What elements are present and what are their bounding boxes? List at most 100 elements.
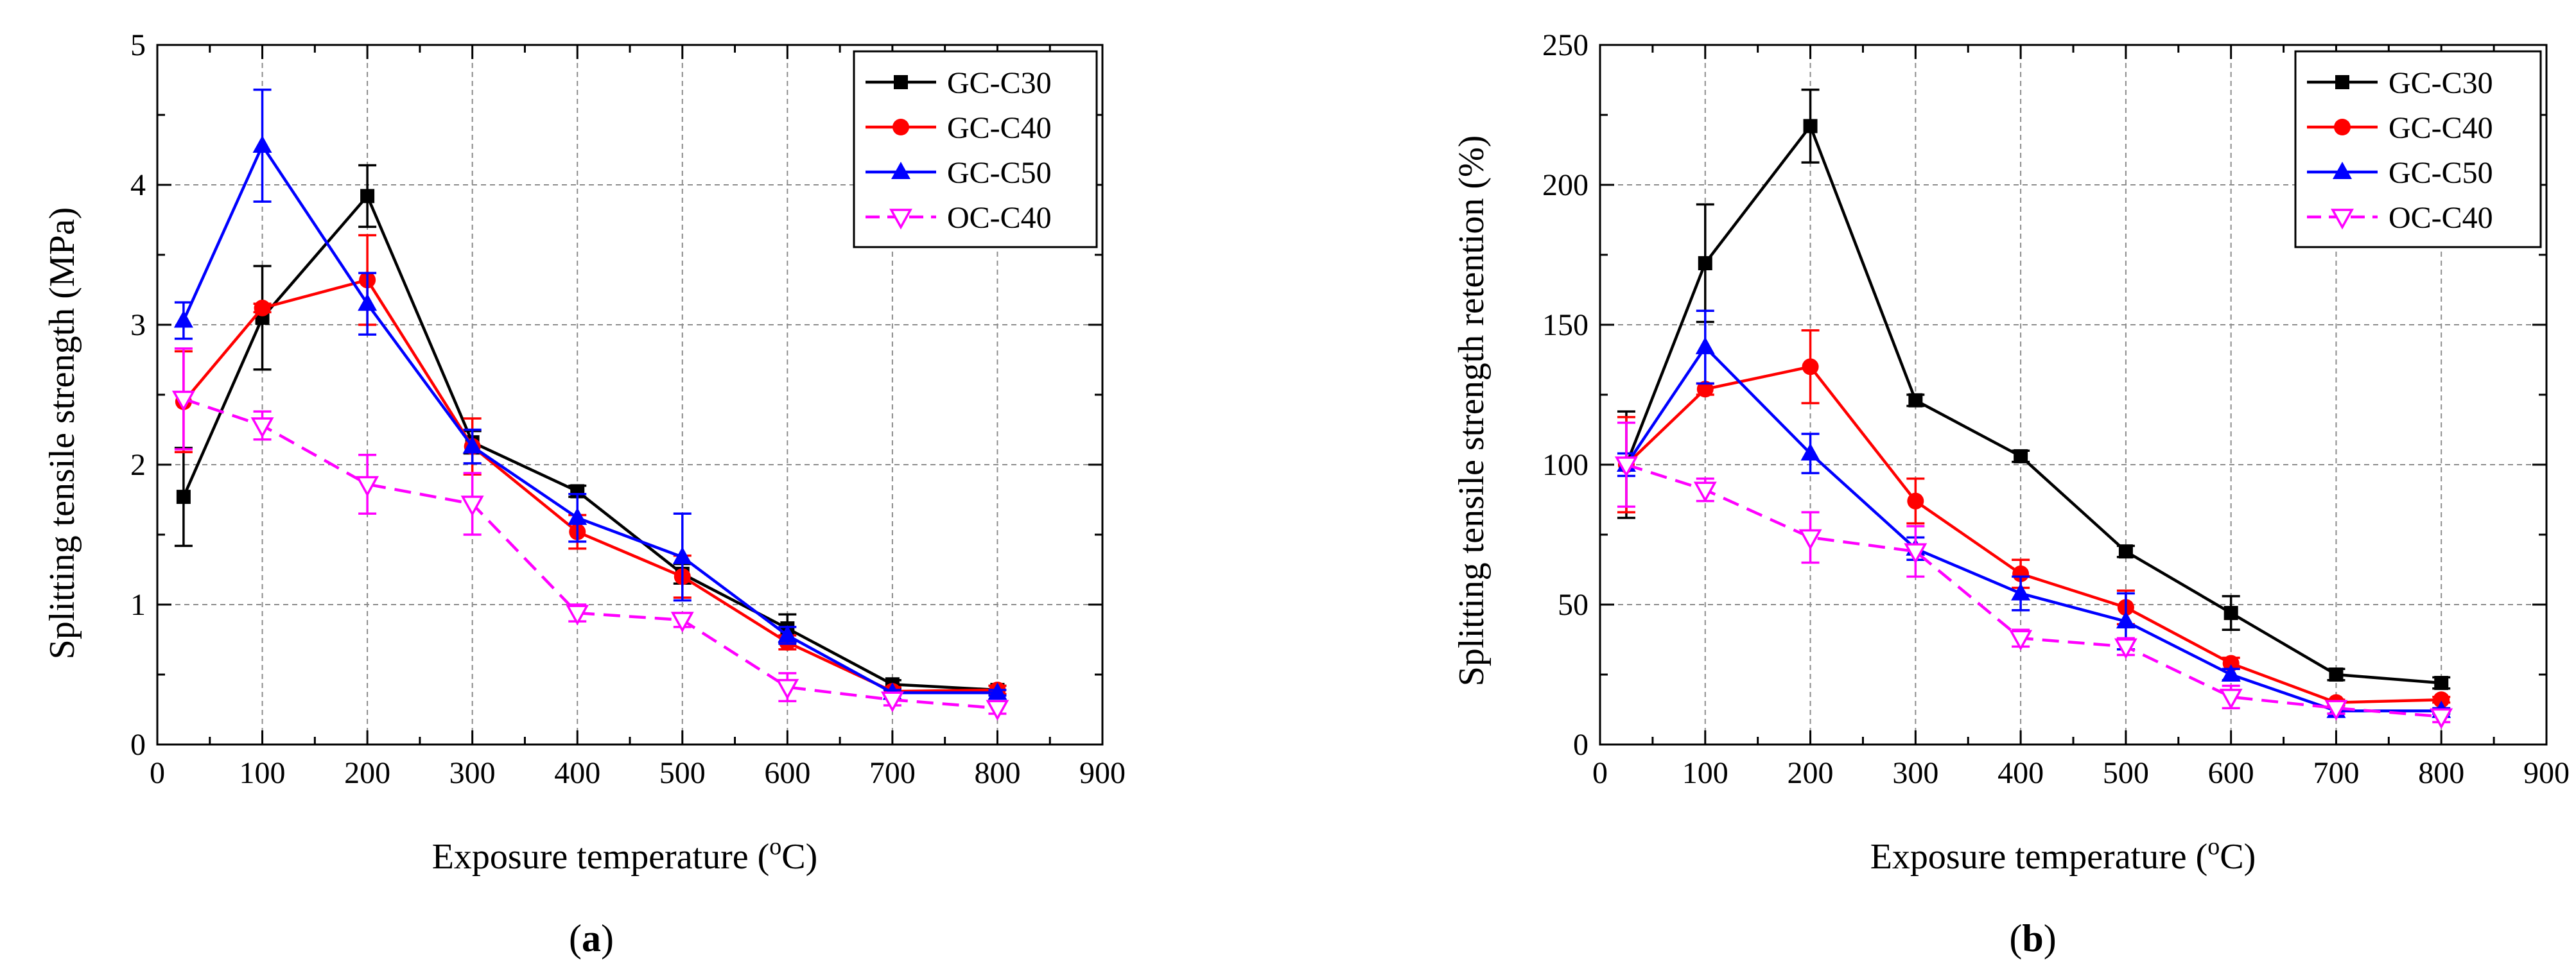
panel-b-label: (b) [2009,917,2056,960]
panel-b-y-tick-label-3: 150 [1542,308,1588,342]
panel-a-data-point-gc-c50-6 [778,624,797,642]
panel-b-x-axis-title-main: Exposure temperature ( [1870,837,2208,877]
panel-b-x-tick-label-5: 500 [2103,756,2149,790]
panel-a-series-gc-c50 [173,89,1007,700]
panel-b-legend-marker-gc-c50 [2333,162,2352,179]
panel-a-x-tick-label-8: 800 [974,756,1020,790]
panel-b-x-tick-label-9: 900 [2523,756,2570,790]
panel-a-y-tick-label-0: 0 [130,728,146,762]
panel-a-legend-marker-oc-c40 [889,209,912,230]
panel-a-data-point-gc-c50-4 [568,507,587,525]
panel-b-series [1614,89,2453,730]
panel-a-legend-label-gc-c30: GC-C30 [947,66,1052,100]
panel-a-data-point-gc-c50-8 [988,682,1007,700]
panel-a-series-line-gc-c40 [182,278,998,693]
panel-b-x-tick-label-7: 700 [2313,756,2359,790]
panel-b-y-tick-label-1: 50 [1558,588,1588,622]
panel-b-y-tick-label-0: 0 [1573,728,1588,762]
panel-a-data-point-gc-c50-2 [358,293,378,311]
panel-a-x-tick-label-4: 400 [554,756,600,790]
panel-a-legend-marker-gc-c50 [891,162,910,179]
panel-b-grid [1600,45,2546,745]
panel-a-data-point-oc-c40-8 [986,700,1009,721]
panel-a-data-point-gc-c50-3 [462,436,482,454]
panel-a-x-axis-title-end: C) [781,837,817,877]
panel-b-data-point-gc-c40-4 [2012,565,2030,583]
panel-b-data-point-gc-c40-8 [2433,691,2450,709]
panel-a-x-tick-label-3: 300 [449,756,496,790]
panel-a-legend-label-gc-c40: GC-C40 [947,111,1052,145]
panel-b-data-point-gc-c50-5 [2116,611,2136,629]
panel-b-x-axis-title: Exposure temperature (oC) [1870,833,2256,877]
panel-b-legend-label-gc-c50: GC-C50 [2389,156,2493,190]
panel-a-x-axis-title: Exposure temperature (oC) [432,833,818,877]
panel-b-y-tick-label-5: 250 [1542,28,1588,62]
panel-b-data-point-oc-c40-4 [2009,630,2033,651]
panel-a-x-axis-title-main: Exposure temperature ( [432,837,770,877]
panel-a-chart: 0 100 200 300 400 500 600 700 800 900 0 1 2 3 4 5 GC-C3… [42,28,1126,960]
panel-a-series-line-oc-c40 [183,397,998,710]
panel-b-data-point-gc-c40-6 [2222,655,2240,672]
panel-a-y-tick-label-4: 4 [130,168,146,202]
panel-b-x-tick-label-8: 800 [2418,756,2464,790]
panel-a-x-tick-label-9: 900 [1079,756,1126,790]
panel-b-data-point-oc-c40-8 [2430,708,2453,730]
panel-b-data-point-gc-c40-1 [1696,381,1714,398]
panel-a-series-gc-c40 [174,234,1007,700]
panel-b-x-tick-label-0: 0 [1592,756,1608,790]
panel-b-data-point-oc-c40-6 [2219,689,2243,710]
panel-b-series-line-gc-c40 [1625,365,2442,704]
panel-b-series-line-gc-c50 [1625,345,2442,712]
panel-b-data-point-oc-c40-5 [2114,638,2137,660]
panel-a-label: (a) [569,917,614,960]
panel-a-y-tick-label-1: 1 [130,588,146,622]
panel-b-data-point-oc-c40-7 [2324,700,2348,721]
panel-b-data-point-gc-c50-1 [1695,336,1715,354]
panel-a-data-point-oc-c40-6 [776,678,799,700]
panel-a-x-tick-label-0: 0 [150,756,165,790]
panel-b-data-point-gc-c30-5 [2118,544,2133,559]
panel-a-data-point-oc-c40-1 [250,417,274,438]
panel-b-data-point-gc-c30-4 [2014,449,2028,463]
panel-b-data-point-gc-c30-1 [1698,256,1712,271]
panel-b-label-open: ( [2009,917,2022,960]
panel-b-data-point-oc-c40-1 [1693,481,1717,503]
panel-b-x-tick-label-3: 300 [1892,756,1938,790]
panel-b-series-gc-c50 [1616,309,2451,718]
panel-a-grid [157,45,1102,745]
panel-a-y-tick-label-5: 5 [130,28,146,62]
panel-b-x-axis-title-sup: o [2207,833,2220,860]
panel-a-series-oc-c40 [171,347,1009,721]
panel-b-data-point-gc-c30-6 [2224,606,2238,621]
panel-a-data-point-gc-c50-1 [252,135,272,153]
panel-b-series-gc-c30 [1617,89,2451,691]
panel-a-x-axis-title-sup: o [769,833,781,860]
panel-a-data-point-oc-c40-5 [670,612,694,633]
panel-b-x-tick-label-6: 600 [2208,756,2254,790]
panel-b-y-tick-label-4: 200 [1542,168,1588,202]
panel-a-data-point-oc-c40-2 [356,476,379,497]
panel-a-x-tick-label-5: 500 [659,756,706,790]
panel-b-data-point-gc-c30-3 [1908,393,1923,408]
panel-a-legend-label-oc-c40: OC-C40 [947,201,1052,235]
panel-a-legend-label-gc-c50: GC-C50 [947,156,1052,190]
panel-a-ticks: 0 100 200 300 400 500 600 700 800 900 0 1 2 3 4 5 [130,28,1126,790]
panel-b-data-point-gc-c50-2 [1800,443,1820,461]
panel-a-data-point-oc-c40-7 [880,691,904,712]
panel-b-ticks: 0 100 200 300 400 500 600 700 800 900 0 50 100 150 200… [1542,28,2570,790]
panel-a-label-close: ) [601,917,614,960]
panel-b-legend-marker-oc-c40 [2331,209,2354,230]
panel-a-y-tick-label-2: 2 [130,448,146,482]
panel-b-series-line-oc-c40 [1626,463,2442,718]
panel-b-data-point-gc-c40-2 [1802,358,1819,375]
panel-a-label-letter: a [582,917,601,960]
panel-a-y-axis-title: Splitting tensile strength (MPa) [42,207,82,660]
panel-b-x-tick-label-4: 400 [1997,756,2044,790]
panel-a-x-tick-label-2: 200 [344,756,390,790]
panel-a-legend-marker-gc-c30 [894,75,908,89]
panel-b-y-tick-label-2: 100 [1542,448,1588,482]
panel-b-data-point-gc-c40-3 [1907,492,1924,510]
panel-a-legend-marker-gc-c40 [892,119,909,135]
panel-b-legend-label-gc-c30: GC-C30 [2389,66,2493,100]
